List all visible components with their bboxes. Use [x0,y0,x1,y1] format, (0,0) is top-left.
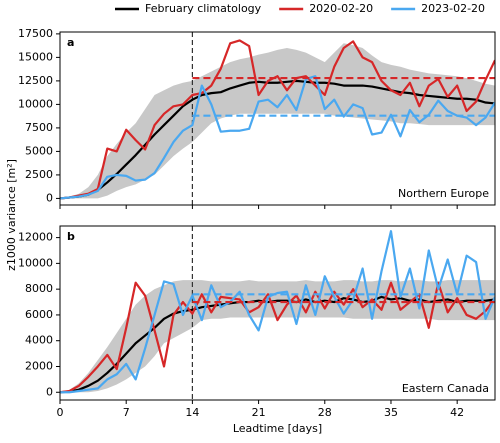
y-axis-label: z1000 variance [m²] [5,159,18,271]
series-line [60,39,495,200]
legend-label: 2020-02-20 [309,2,373,15]
y-tick-label: 0 [46,385,53,398]
y-tick-label: 2500 [25,168,53,181]
legend-label: February climatology [145,2,262,15]
spread-band [60,43,495,199]
panel-annotation: Northern Europe [398,187,489,200]
panel-label: a [67,36,74,49]
x-tick-label: 35 [384,406,398,419]
y-tick-label: 8000 [25,282,53,295]
y-tick-label: 7500 [25,121,53,134]
plot-frame [59,225,496,401]
y-tick-label: 5000 [25,144,53,157]
y-tick-label: 4000 [25,334,53,347]
x-axis-label: Leadtime [days] [233,422,322,435]
x-tick-label: 7 [123,406,130,419]
x-tick-label: 0 [57,406,64,419]
y-tick-label: 6000 [25,308,53,321]
y-tick-label: 15000 [18,50,53,63]
series-line [60,79,495,200]
series-line [60,281,495,394]
series-line [60,75,495,200]
spread-band [60,280,495,393]
y-tick-label: 0 [46,191,53,204]
panel-label: b [67,230,75,243]
panel-annotation: Eastern Canada [402,382,489,395]
x-tick-label: 21 [252,406,266,419]
legend-label: 2023-02-20 [421,2,485,15]
plot-frame [59,31,496,206]
y-tick-label: 12000 [18,231,53,244]
series-line [60,295,495,394]
y-tick-label: 2000 [25,359,53,372]
x-tick-label: 14 [185,406,199,419]
y-tick-label: 17500 [18,27,53,40]
x-tick-label: 42 [450,406,464,419]
y-tick-label: 10000 [18,97,53,110]
y-tick-label: 10000 [18,256,53,269]
x-tick-label: 28 [318,406,332,419]
y-tick-label: 12500 [18,74,53,87]
series-line [60,230,495,394]
